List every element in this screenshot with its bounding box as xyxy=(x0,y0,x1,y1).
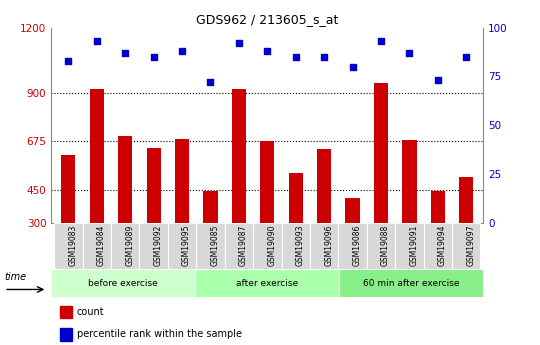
Bar xyxy=(310,223,339,269)
Text: GSM19087: GSM19087 xyxy=(239,225,248,266)
Text: time: time xyxy=(4,272,26,282)
Bar xyxy=(54,223,83,269)
Bar xyxy=(111,223,139,269)
Bar xyxy=(196,223,225,269)
Bar xyxy=(346,198,360,223)
Bar xyxy=(232,89,246,223)
Text: GSM19096: GSM19096 xyxy=(324,225,333,266)
Point xyxy=(292,54,300,60)
Point xyxy=(234,40,243,46)
Point xyxy=(405,50,414,56)
Text: GSM19093: GSM19093 xyxy=(296,225,305,266)
Text: GSM19091: GSM19091 xyxy=(409,225,418,266)
Point xyxy=(121,50,130,56)
Bar xyxy=(367,223,395,269)
Bar xyxy=(431,191,445,223)
Bar xyxy=(51,269,195,297)
Point xyxy=(64,58,73,63)
Text: GSM19083: GSM19083 xyxy=(69,225,77,266)
Bar xyxy=(195,269,339,297)
Bar xyxy=(459,177,474,223)
Bar xyxy=(317,149,331,223)
Bar xyxy=(452,223,481,269)
Bar xyxy=(225,223,253,269)
Bar xyxy=(83,223,111,269)
Text: GSM19097: GSM19097 xyxy=(466,225,475,266)
Point xyxy=(320,54,328,60)
Bar xyxy=(146,148,161,223)
Bar xyxy=(423,223,452,269)
Bar xyxy=(168,223,196,269)
Bar xyxy=(374,83,388,223)
Text: 60 min after exercise: 60 min after exercise xyxy=(363,279,460,288)
Bar xyxy=(60,328,72,341)
Bar xyxy=(60,306,72,318)
Text: after exercise: after exercise xyxy=(236,279,299,288)
Text: GSM19088: GSM19088 xyxy=(381,225,390,266)
Bar xyxy=(281,223,310,269)
Text: GSM19085: GSM19085 xyxy=(211,225,219,266)
Bar xyxy=(253,223,281,269)
Text: percentile rank within the sample: percentile rank within the sample xyxy=(77,329,241,339)
Text: count: count xyxy=(77,307,104,317)
Point xyxy=(149,54,158,60)
Point xyxy=(434,78,442,83)
Text: before exercise: before exercise xyxy=(89,279,158,288)
Text: GSM19084: GSM19084 xyxy=(97,225,106,266)
Text: GSM19092: GSM19092 xyxy=(153,225,163,266)
Text: GSM19090: GSM19090 xyxy=(267,225,276,266)
Bar xyxy=(118,136,132,223)
Text: GSM19089: GSM19089 xyxy=(125,225,134,266)
Bar xyxy=(288,173,303,223)
Bar xyxy=(402,140,416,223)
Bar xyxy=(339,269,483,297)
Bar xyxy=(175,139,189,223)
Point xyxy=(462,54,470,60)
Bar xyxy=(90,89,104,223)
Point xyxy=(92,39,101,44)
Text: GSM19094: GSM19094 xyxy=(438,225,447,266)
Point xyxy=(178,48,186,54)
Point xyxy=(348,64,357,69)
Bar xyxy=(204,191,218,223)
Bar xyxy=(139,223,168,269)
Point xyxy=(206,79,215,85)
Point xyxy=(263,48,272,54)
Bar xyxy=(395,223,423,269)
Text: GSM19086: GSM19086 xyxy=(353,225,362,266)
Title: GDS962 / 213605_s_at: GDS962 / 213605_s_at xyxy=(196,13,339,27)
Bar xyxy=(260,141,274,223)
Point xyxy=(377,39,386,44)
Bar xyxy=(61,155,76,223)
Text: GSM19095: GSM19095 xyxy=(182,225,191,266)
Bar xyxy=(339,223,367,269)
